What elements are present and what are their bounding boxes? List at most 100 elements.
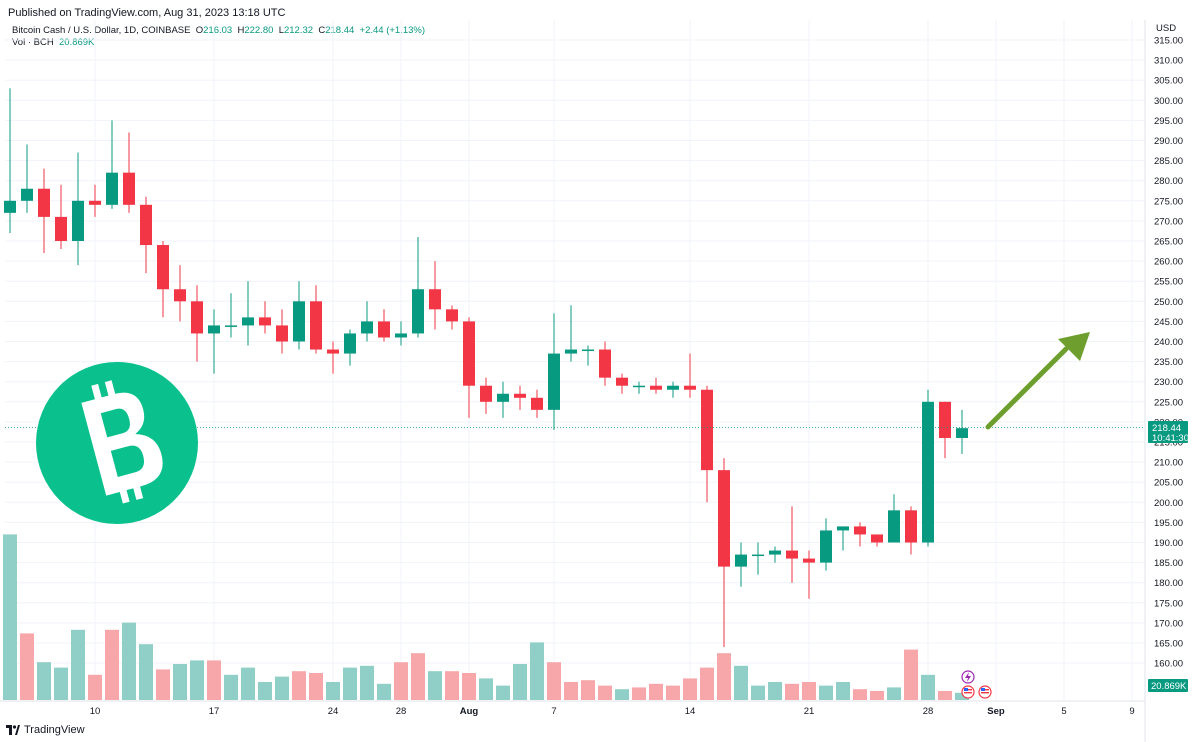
price-tick-label: 250.00	[1154, 297, 1183, 308]
candle[interactable]	[123, 132, 135, 213]
candle[interactable]	[276, 309, 288, 354]
legend-high-label: H	[237, 25, 245, 36]
candle[interactable]	[293, 281, 305, 350]
candle[interactable]	[21, 144, 33, 213]
candle[interactable]	[259, 301, 271, 334]
candle[interactable]	[871, 534, 883, 547]
candle[interactable]	[242, 281, 254, 346]
candle-body	[633, 385, 645, 388]
time-tick-label: 14	[685, 706, 696, 717]
candle[interactable]	[72, 152, 84, 266]
candle-body	[548, 353, 560, 410]
candle-body	[55, 216, 67, 241]
price-tick-label: 270.00	[1154, 216, 1183, 227]
candle[interactable]	[803, 550, 815, 599]
candle[interactable]	[769, 546, 781, 563]
volume-tag: 20.869K	[1151, 681, 1187, 692]
time-tick-label: 10	[90, 706, 101, 717]
candle[interactable]	[497, 381, 509, 418]
price-axis[interactable]: 315.00 310.00 305.00 300.00 295.00 290.00 285.…	[1154, 36, 1183, 670]
candle[interactable]	[718, 458, 730, 648]
candle[interactable]	[854, 522, 866, 547]
candle[interactable]	[361, 301, 373, 342]
candle[interactable]	[463, 317, 475, 418]
candle[interactable]	[939, 401, 951, 459]
candle[interactable]	[55, 184, 67, 250]
candle[interactable]	[582, 345, 594, 366]
candle[interactable]	[514, 385, 526, 410]
candle[interactable]	[4, 88, 16, 233]
candle[interactable]	[89, 184, 101, 217]
candle[interactable]	[412, 236, 424, 338]
candle[interactable]	[565, 305, 577, 362]
time-axis[interactable]: 10 17 24 28 Aug 7 14 21 28 Sep 5 9	[90, 706, 1135, 717]
candle-body	[718, 470, 730, 567]
candle-body	[259, 317, 271, 326]
candle[interactable]	[888, 494, 900, 543]
legend-low-value: 212.32	[283, 25, 314, 36]
candle[interactable]	[701, 385, 713, 503]
candle[interactable]	[378, 309, 390, 342]
candle[interactable]	[633, 381, 645, 394]
earnings-icon[interactable]	[961, 670, 975, 684]
volume-bar	[904, 649, 918, 700]
legend-low-label: L	[278, 25, 284, 36]
us-flag-icon[interactable]	[978, 685, 992, 699]
candle-body	[650, 385, 662, 390]
chart-legend-volume: Vol · BCH 20.869K	[12, 37, 94, 48]
candle-body	[463, 321, 475, 386]
currency-label: USD	[1156, 23, 1176, 34]
candle[interactable]	[208, 309, 220, 374]
candle[interactable]	[140, 196, 152, 274]
volume-bar	[479, 678, 493, 700]
candle[interactable]	[106, 120, 118, 209]
candle[interactable]	[786, 506, 798, 583]
candle[interactable]	[157, 241, 169, 318]
candle[interactable]	[344, 329, 356, 366]
candle[interactable]	[191, 285, 203, 362]
legend-symbol: Bitcoin Cash / U.S. Dollar, 1D, COINBASE	[12, 25, 191, 36]
candle[interactable]	[616, 373, 628, 394]
candle[interactable]	[820, 518, 832, 571]
volume-bar	[598, 685, 612, 700]
candle-body	[344, 333, 356, 354]
candle[interactable]	[650, 377, 662, 394]
candle-body	[429, 289, 441, 310]
candle[interactable]	[174, 265, 186, 322]
candle-body	[922, 401, 934, 543]
price-tick-label: 245.00	[1154, 317, 1183, 328]
candle[interactable]	[395, 321, 407, 346]
candle[interactable]	[599, 341, 611, 386]
candle[interactable]	[837, 526, 849, 551]
legend-change: +2.44 (+1.13%)	[359, 25, 426, 36]
candle[interactable]	[752, 542, 764, 575]
volume-bar	[88, 674, 102, 700]
candle[interactable]	[905, 506, 917, 555]
candle[interactable]	[531, 389, 543, 418]
candle[interactable]	[38, 168, 50, 254]
volume-bar	[938, 691, 952, 700]
candle-body	[412, 289, 424, 334]
candle[interactable]	[446, 305, 458, 330]
volume-bar	[275, 676, 289, 700]
candle[interactable]	[429, 261, 441, 330]
legend-open-value: 216.03	[203, 25, 233, 36]
candle[interactable]	[956, 409, 968, 455]
us-flag-icon[interactable]	[961, 685, 975, 699]
price-tick-label: 240.00	[1154, 337, 1183, 348]
candle[interactable]	[548, 313, 560, 430]
candle[interactable]	[225, 293, 237, 338]
candle[interactable]	[735, 542, 747, 587]
price-tick-label: 260.00	[1154, 257, 1183, 268]
volume-bar	[887, 687, 901, 700]
candle[interactable]	[684, 353, 696, 398]
candle-body	[310, 301, 322, 350]
candle[interactable]	[310, 285, 322, 354]
candle[interactable]	[667, 381, 679, 398]
candle[interactable]	[327, 341, 339, 374]
candle[interactable]	[922, 389, 934, 547]
candle-body	[616, 377, 628, 386]
candle[interactable]	[480, 377, 492, 414]
tradingview-branding[interactable]: TradingView	[6, 724, 85, 736]
